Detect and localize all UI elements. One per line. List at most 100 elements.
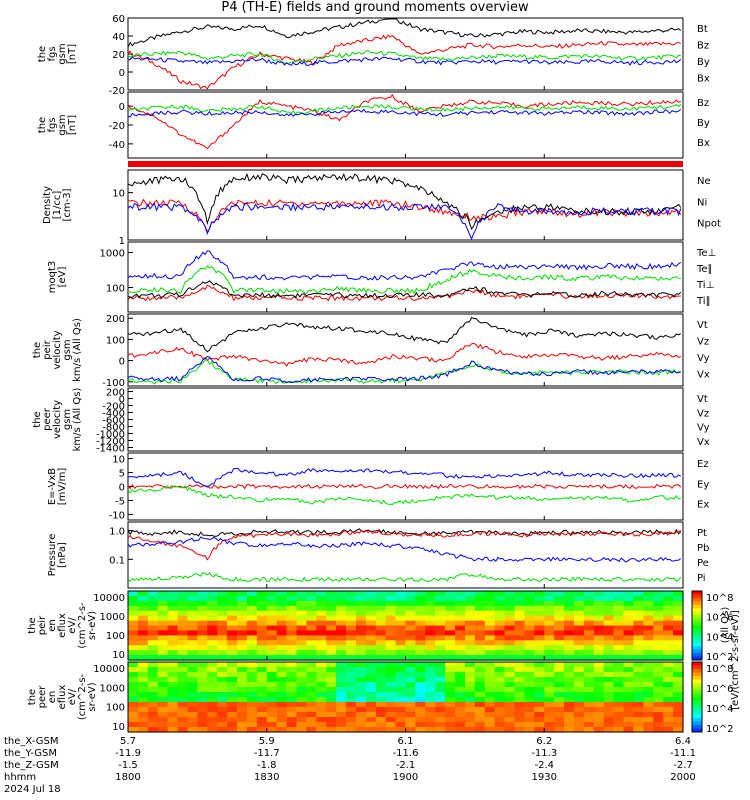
heat-cell bbox=[494, 650, 506, 656]
time-tick-1: 1830 bbox=[254, 772, 279, 783]
heat-cell bbox=[197, 702, 208, 708]
heat-cell bbox=[524, 610, 535, 617]
heat-cell bbox=[365, 615, 377, 622]
heat-cell bbox=[365, 595, 377, 602]
heat-cell bbox=[415, 605, 426, 612]
heat-cell bbox=[385, 610, 397, 617]
heat-cell bbox=[663, 630, 674, 636]
heat-cell bbox=[415, 697, 426, 703]
heat-cell bbox=[544, 682, 555, 688]
heat-cell bbox=[286, 692, 298, 698]
heat-cell bbox=[197, 600, 208, 607]
heat-cell bbox=[355, 645, 367, 651]
heat-cell bbox=[157, 677, 169, 683]
heat-cell bbox=[286, 687, 298, 693]
ylabel-5-3: gsm bbox=[62, 409, 73, 430]
heat-cell bbox=[266, 610, 278, 617]
heat-cell bbox=[613, 717, 625, 723]
colorbar-cell bbox=[692, 625, 702, 630]
heat-cell bbox=[465, 727, 476, 733]
legend-6-1: Ey bbox=[697, 479, 709, 490]
heat-cell bbox=[336, 672, 347, 678]
heat-cell bbox=[653, 610, 664, 617]
colorbar-cell bbox=[692, 721, 702, 726]
heat-cell bbox=[663, 727, 674, 733]
heat-cell bbox=[474, 635, 486, 641]
heat-cell bbox=[157, 615, 169, 622]
heat-cell bbox=[673, 717, 684, 723]
heat-cell bbox=[415, 615, 426, 622]
heat-cell bbox=[484, 677, 496, 683]
heat-cell bbox=[534, 682, 545, 688]
heat-cell bbox=[217, 620, 228, 627]
heat-cell bbox=[574, 662, 585, 668]
heat-cell bbox=[603, 687, 615, 693]
orbit-y-0: -11.9 bbox=[115, 748, 141, 759]
heat-cell bbox=[465, 677, 476, 683]
heat-cell bbox=[455, 722, 466, 728]
colorbar-cell bbox=[692, 676, 702, 680]
heat-cell bbox=[326, 625, 337, 631]
heat-cell bbox=[286, 697, 298, 703]
heat-cell bbox=[514, 727, 525, 733]
heat-cell bbox=[157, 702, 169, 708]
heat-cell bbox=[484, 620, 496, 627]
heat-cell bbox=[237, 645, 248, 651]
heat-cell bbox=[425, 727, 436, 733]
ytick-label-5-4: -600 bbox=[102, 416, 125, 427]
heat-cell bbox=[455, 655, 466, 661]
heat-cell bbox=[465, 667, 476, 673]
heat-cell bbox=[593, 591, 605, 597]
heat-cell bbox=[246, 591, 258, 597]
heat-cell bbox=[355, 591, 367, 597]
colorbar-cell bbox=[692, 591, 702, 595]
heat-cell bbox=[395, 610, 407, 617]
heat-cell bbox=[494, 712, 506, 718]
heat-cell bbox=[603, 610, 615, 617]
ylabel-4-4: km/s (All Qs) bbox=[72, 318, 83, 382]
heat-cell bbox=[306, 605, 317, 612]
heat-cell bbox=[445, 595, 456, 602]
heat-cell bbox=[167, 625, 179, 631]
heat-cell bbox=[445, 605, 456, 612]
heat-cell bbox=[574, 667, 585, 673]
heat-cell bbox=[157, 620, 169, 627]
heat-cell bbox=[395, 655, 407, 661]
heat-cell bbox=[504, 615, 516, 622]
heat-cell bbox=[306, 702, 317, 708]
heat-cell bbox=[653, 672, 664, 678]
colorbar-cell bbox=[692, 728, 702, 733]
heat-cell bbox=[574, 650, 585, 656]
colorbar-label: [eV/(cm^2-s-sr-eV)] bbox=[730, 610, 741, 710]
heat-cell bbox=[227, 630, 238, 636]
heat-cell bbox=[663, 655, 674, 661]
heat-cell bbox=[336, 712, 347, 718]
ylabel-0-3: [nT] bbox=[67, 44, 78, 64]
heat-cell bbox=[365, 697, 377, 703]
heat-cell bbox=[237, 692, 248, 698]
heat-cell bbox=[415, 672, 426, 678]
heat-cell bbox=[633, 727, 644, 733]
heat-cell bbox=[266, 677, 278, 683]
heat-cell bbox=[445, 692, 456, 698]
heat-cell bbox=[544, 650, 555, 656]
heat-cell bbox=[425, 630, 436, 636]
heat-cell bbox=[583, 645, 595, 651]
heat-cell bbox=[564, 717, 575, 723]
heat-cell bbox=[147, 600, 159, 607]
heat-cell bbox=[336, 595, 347, 602]
heat-cell bbox=[583, 625, 595, 631]
heat-cell bbox=[494, 672, 506, 678]
heat-cell bbox=[494, 687, 506, 693]
heat-cell bbox=[355, 717, 367, 723]
heat-cell bbox=[207, 625, 218, 631]
heat-cell bbox=[326, 717, 337, 723]
heat-cell bbox=[296, 630, 307, 636]
heat-cell bbox=[365, 620, 377, 627]
heat-cell bbox=[623, 591, 634, 597]
ylabel-3-1: [eV] bbox=[57, 267, 68, 288]
heat-cell bbox=[593, 717, 605, 723]
colorbar-tick-1-2: 10^4 bbox=[706, 704, 733, 715]
heat-cell bbox=[593, 702, 605, 708]
heat-cell bbox=[554, 640, 565, 646]
